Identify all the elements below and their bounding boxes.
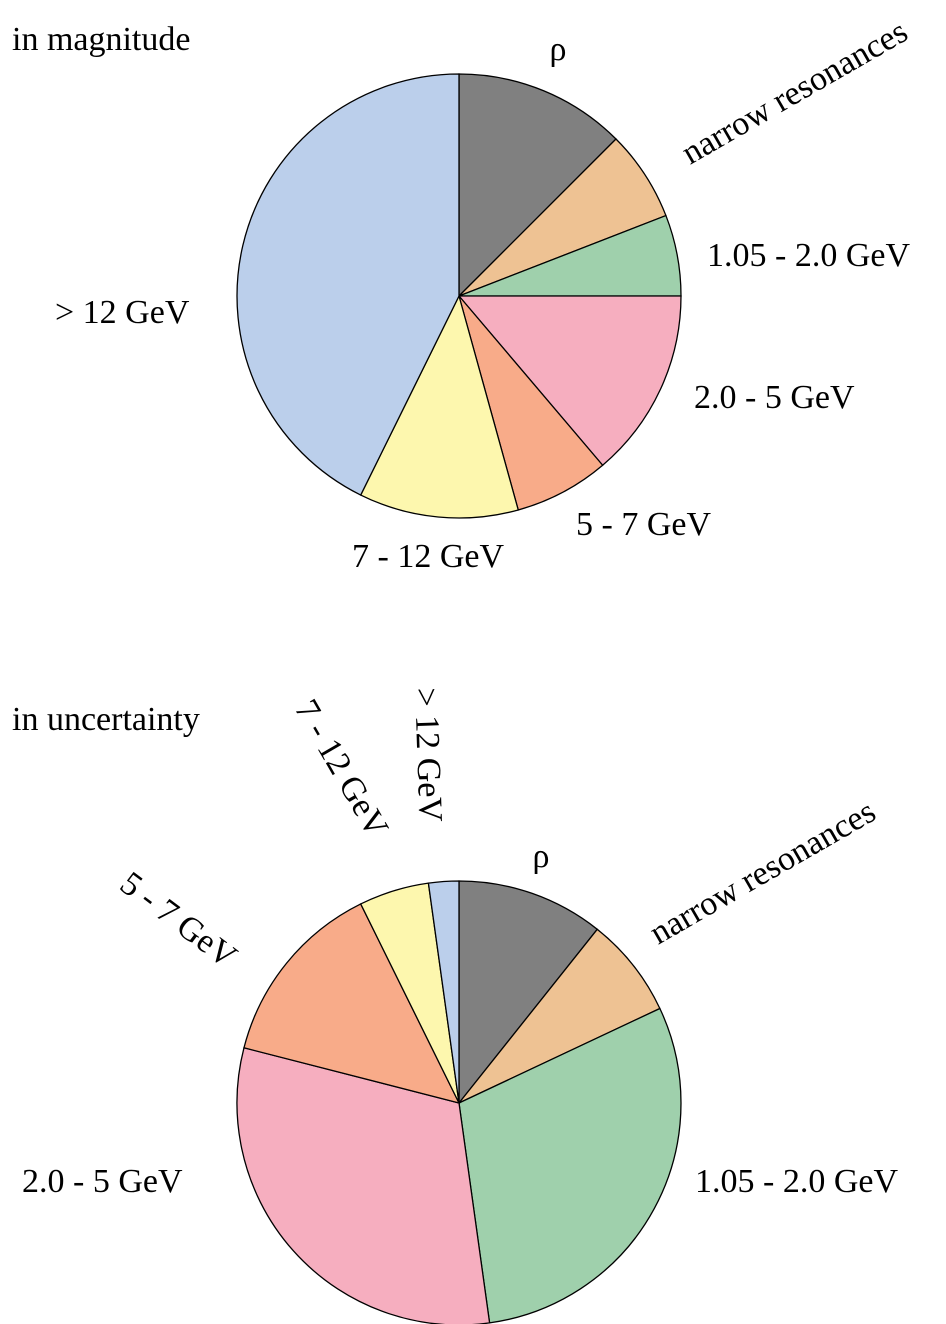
slice-label-rho: ρ [550, 31, 567, 68]
slice-label-7-12-gev: 7 - 12 GeV [352, 538, 504, 575]
pie-slice-rho [458, 880, 599, 1105]
slice-label-narrow-resonances: narrow resonances [644, 793, 882, 952]
slice-label-rho: ρ [533, 838, 550, 875]
pie-slice-2-0-5-gev [236, 1046, 491, 1324]
pie-slice-5-7-gev [243, 903, 461, 1104]
chart-title-uncertainty: in uncertainty [12, 701, 200, 738]
slice-label-5-7-gev: 5 - 7 GeV [576, 506, 711, 543]
slice-label-7-12-gev: 7 - 12 GeV [287, 694, 395, 845]
pie-slice-1-05-2-0-gev [458, 1007, 682, 1324]
slice-label-narrow-resonances: narrow resonances [676, 13, 914, 172]
slice-label-1-05-2-0-gev: 1.05 - 2.0 GeV [695, 1163, 898, 1200]
pie-slice-rho [458, 73, 617, 298]
pie-chart-uncertainty: in uncertainty ρ narrow resonances 1.05 … [12, 687, 898, 1324]
pie-slice-over-12-gev [236, 73, 460, 496]
pie-slice-7-12-gev [359, 294, 520, 519]
slices-magnitude [236, 73, 682, 519]
slice-label-1-05-2-0-gev: 1.05 - 2.0 GeV [707, 237, 910, 274]
chart-title-magnitude: in magnitude [12, 21, 190, 58]
slice-label-over-12-gev: > 12 GeV [407, 687, 449, 823]
slice-label-5-7-gev: 5 - 7 GeV [113, 865, 243, 976]
pie-slice-narrow-resonances [458, 928, 661, 1104]
slices-uncertainty [236, 880, 682, 1324]
slice-label-2-0-5-gev: 2.0 - 5 GeV [694, 379, 855, 416]
pie-slice-over-12-gev [427, 880, 460, 1104]
slice-label-2-0-5-gev: 2.0 - 5 GeV [22, 1163, 183, 1200]
pie-slice-2-0-5-gev [457, 295, 682, 467]
pie-chart-magnitude: in magnitude ρ narrow resonances 1.05 - … [12, 13, 914, 575]
slice-label-over-12-gev: > 12 GeV [55, 294, 190, 331]
